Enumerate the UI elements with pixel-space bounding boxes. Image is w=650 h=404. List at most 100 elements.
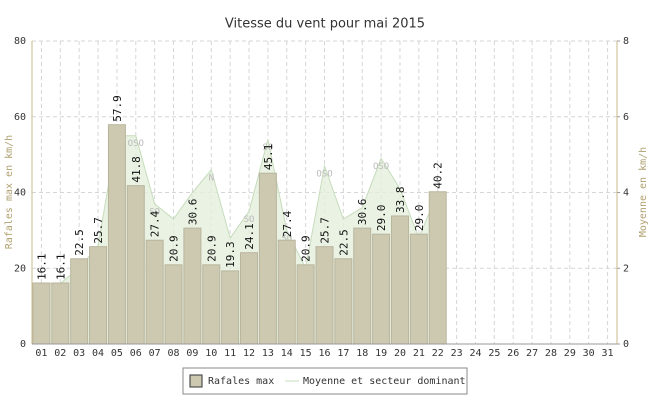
x-tick-label: 11 [224,348,236,359]
bar [51,282,70,345]
value-label: 27.4 [281,210,294,237]
y-tick-label: 60 [14,112,26,123]
x-tick-label: 07 [149,348,161,359]
legend-label: Moyenne et secteur dominant [303,376,466,387]
sector-label: OSO [316,169,332,179]
bar [240,252,259,345]
value-label: 29.0 [375,205,388,232]
value-label: 19.3 [224,241,237,268]
bar [89,246,108,345]
value-label: 41.8 [130,156,143,183]
x-tick-label: 21 [413,348,425,359]
bar [258,172,277,345]
value-label: 24.1 [243,223,256,250]
x-tick-label: 20 [394,348,406,359]
legend [182,367,468,395]
value-label: 25.7 [319,217,332,244]
value-label: 29.0 [413,205,426,232]
bar [277,239,296,345]
x-tick-label: 03 [73,348,85,359]
bar [107,124,126,345]
y-tick-label: 0 [20,339,26,350]
y2-tick-label: 6 [623,112,629,123]
value-label: 22.5 [73,229,86,256]
x-tick-label: 15 [300,348,312,359]
x-tick-label: 25 [488,348,500,359]
sector-label: SO [262,143,273,153]
bar [221,270,240,345]
x-tick-label: 10 [205,348,217,359]
value-label: 30.6 [356,199,369,226]
bar [145,239,164,345]
y2-axis-label: Moyenne en km/h [638,147,649,237]
value-label: 22.5 [337,229,350,256]
bar [315,246,334,345]
x-tick-label: 23 [451,348,463,359]
x-tick-label: 04 [92,348,104,359]
bar [32,282,51,345]
bar [390,215,409,345]
value-label: 30.6 [186,199,199,226]
y-tick-label: 40 [14,188,26,199]
x-tick-label: 08 [168,348,180,359]
y-axis-label: Rafales max en km/h [4,135,15,249]
x-tick-label: 31 [602,348,614,359]
sector-label: SO [244,215,255,225]
x-tick-label: 06 [130,348,142,359]
y-tick-label: 20 [14,263,26,274]
value-label: 45.1 [262,144,275,171]
x-tick-label: 26 [507,348,519,359]
value-label: 20.9 [300,235,313,262]
x-tick-label: 22 [432,348,444,359]
x-tick-label: 17 [337,348,349,359]
x-tick-label: 13 [262,348,274,359]
bar [334,258,353,345]
x-tick-label: 16 [318,348,330,359]
y2-tick-label: 4 [623,188,629,199]
sector-label: N [209,173,214,183]
y-tick-label: 80 [14,36,26,47]
x-tick-label: 19 [375,348,387,359]
x-tick-label: 24 [469,348,481,359]
x-tick-label: 01 [35,348,47,359]
y2-tick-label: 2 [623,263,629,274]
y2-tick-label: 0 [623,339,629,350]
x-tick-label: 02 [54,348,66,359]
value-label: 20.9 [168,235,181,262]
value-label: 27.4 [149,210,162,237]
sector-label: SO [149,207,160,217]
x-tick-label: 05 [111,348,123,359]
value-label: 40.2 [432,162,445,189]
bar [70,258,89,345]
value-label: 20.9 [205,235,218,262]
value-label: 57.9 [111,95,124,122]
sector-label: OSO [128,139,144,149]
x-tick-label: 09 [186,348,198,359]
value-label: 16.1 [54,254,67,281]
x-tick-label: 30 [583,348,595,359]
value-label: 25.7 [92,217,105,244]
bar [202,264,221,345]
value-label: 16.1 [35,254,48,281]
bar [296,264,315,345]
sector-label: OSO [373,162,389,172]
y2-tick-label: 8 [623,36,629,47]
bar [353,227,372,345]
x-tick-label: 12 [243,348,255,359]
chart-title: Vitesse du vent pour mai 2015 [225,17,425,32]
x-tick-label: 29 [564,348,576,359]
bar [126,185,145,345]
value-label: 33.8 [394,186,407,213]
sector-label: SO [281,234,292,244]
x-tick-label: 18 [356,348,368,359]
x-tick-label: 27 [526,348,538,359]
legend-label: Rafales max [208,376,274,387]
bar [428,191,447,345]
x-tick-label: 28 [545,348,557,359]
bar [409,233,428,345]
bar [164,264,183,345]
x-tick-label: 14 [281,348,293,359]
bar [183,227,202,345]
legend-swatch [189,374,203,388]
